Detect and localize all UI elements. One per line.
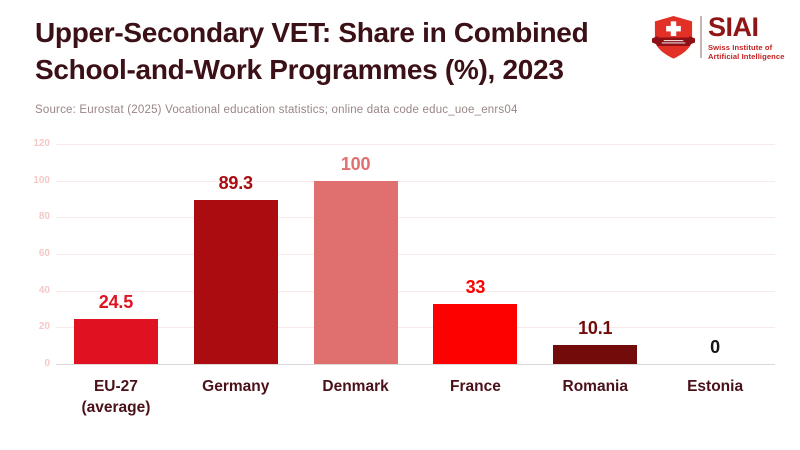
y-tick-label: 0 [44,358,50,369]
y-tick-label: 40 [38,284,50,296]
x-axis-label: Romania [562,378,628,395]
x-axis-label: Germany [202,378,270,395]
bar-chart: 0 20 40 60 80 100 120 24.5 EU-27 (average) 89.3 Ge… [33,138,775,416]
bar-slot: 33 France [416,145,536,395]
gridline [56,327,775,329]
siai-logo: SIAI Swiss Institute of Artificial Intel… [650,12,795,62]
bar-value-label: 10.1 [578,318,613,339]
logo-tagline-line2: Artificial Intelligence [708,51,785,61]
bar-value-label: 100 [340,153,371,174]
gridline [56,254,775,255]
x-axis-label: EU-27 (average) [81,378,151,416]
bar-value-label: 0 [710,337,720,357]
x-axis-label: Estonia [687,378,744,395]
bar-value-label: 89.3 [218,173,253,194]
bar-slot: 100 Denmark [296,145,416,395]
page-title: Upper-Secondary VET: Share in Combined S… [35,14,635,88]
bar-value-label: 33 [465,276,486,297]
y-tick-label: 120 [33,138,50,149]
bar [313,180,398,364]
bar [553,345,638,364]
logo-acronym: SIAI [708,11,759,42]
bar-slot: 89.3 Germany [176,145,296,395]
y-tick-label: 60 [38,248,50,259]
source-note: Source: Eurostat (2025) Vocational educa… [35,104,518,116]
page-title-line1: Upper-Secondary VET: Share in Combined [35,17,589,48]
bar [433,303,518,364]
logo-text: SIAI Swiss Institute of Artificial Intel… [708,11,785,61]
logo-divider [700,16,702,58]
bar-slot: 24.5 EU-27 (average) [56,145,176,416]
y-tick-label: 20 [38,321,50,333]
gridline [56,144,775,145]
y-tick-label: 100 [33,174,50,186]
axis-baseline [56,364,775,365]
swiss-shield-icon [651,15,696,59]
gridline [56,290,775,292]
bar [193,200,278,364]
x-axis-label: Denmark [322,378,389,395]
y-tick-label: 80 [38,211,50,223]
x-axis-label: France [449,378,501,395]
bar [73,319,158,364]
bar-value-label: 24.5 [98,292,134,313]
logo-tagline-line1: Swiss Institute of [708,42,773,52]
gridline [56,180,775,182]
page-title-line2: School-and-Work Programmes (%), 2023 [35,54,564,85]
bar-slot: 0 Estonia [655,145,775,395]
gridline [56,217,775,219]
bar-slot: 10.1 Romania [535,145,655,395]
